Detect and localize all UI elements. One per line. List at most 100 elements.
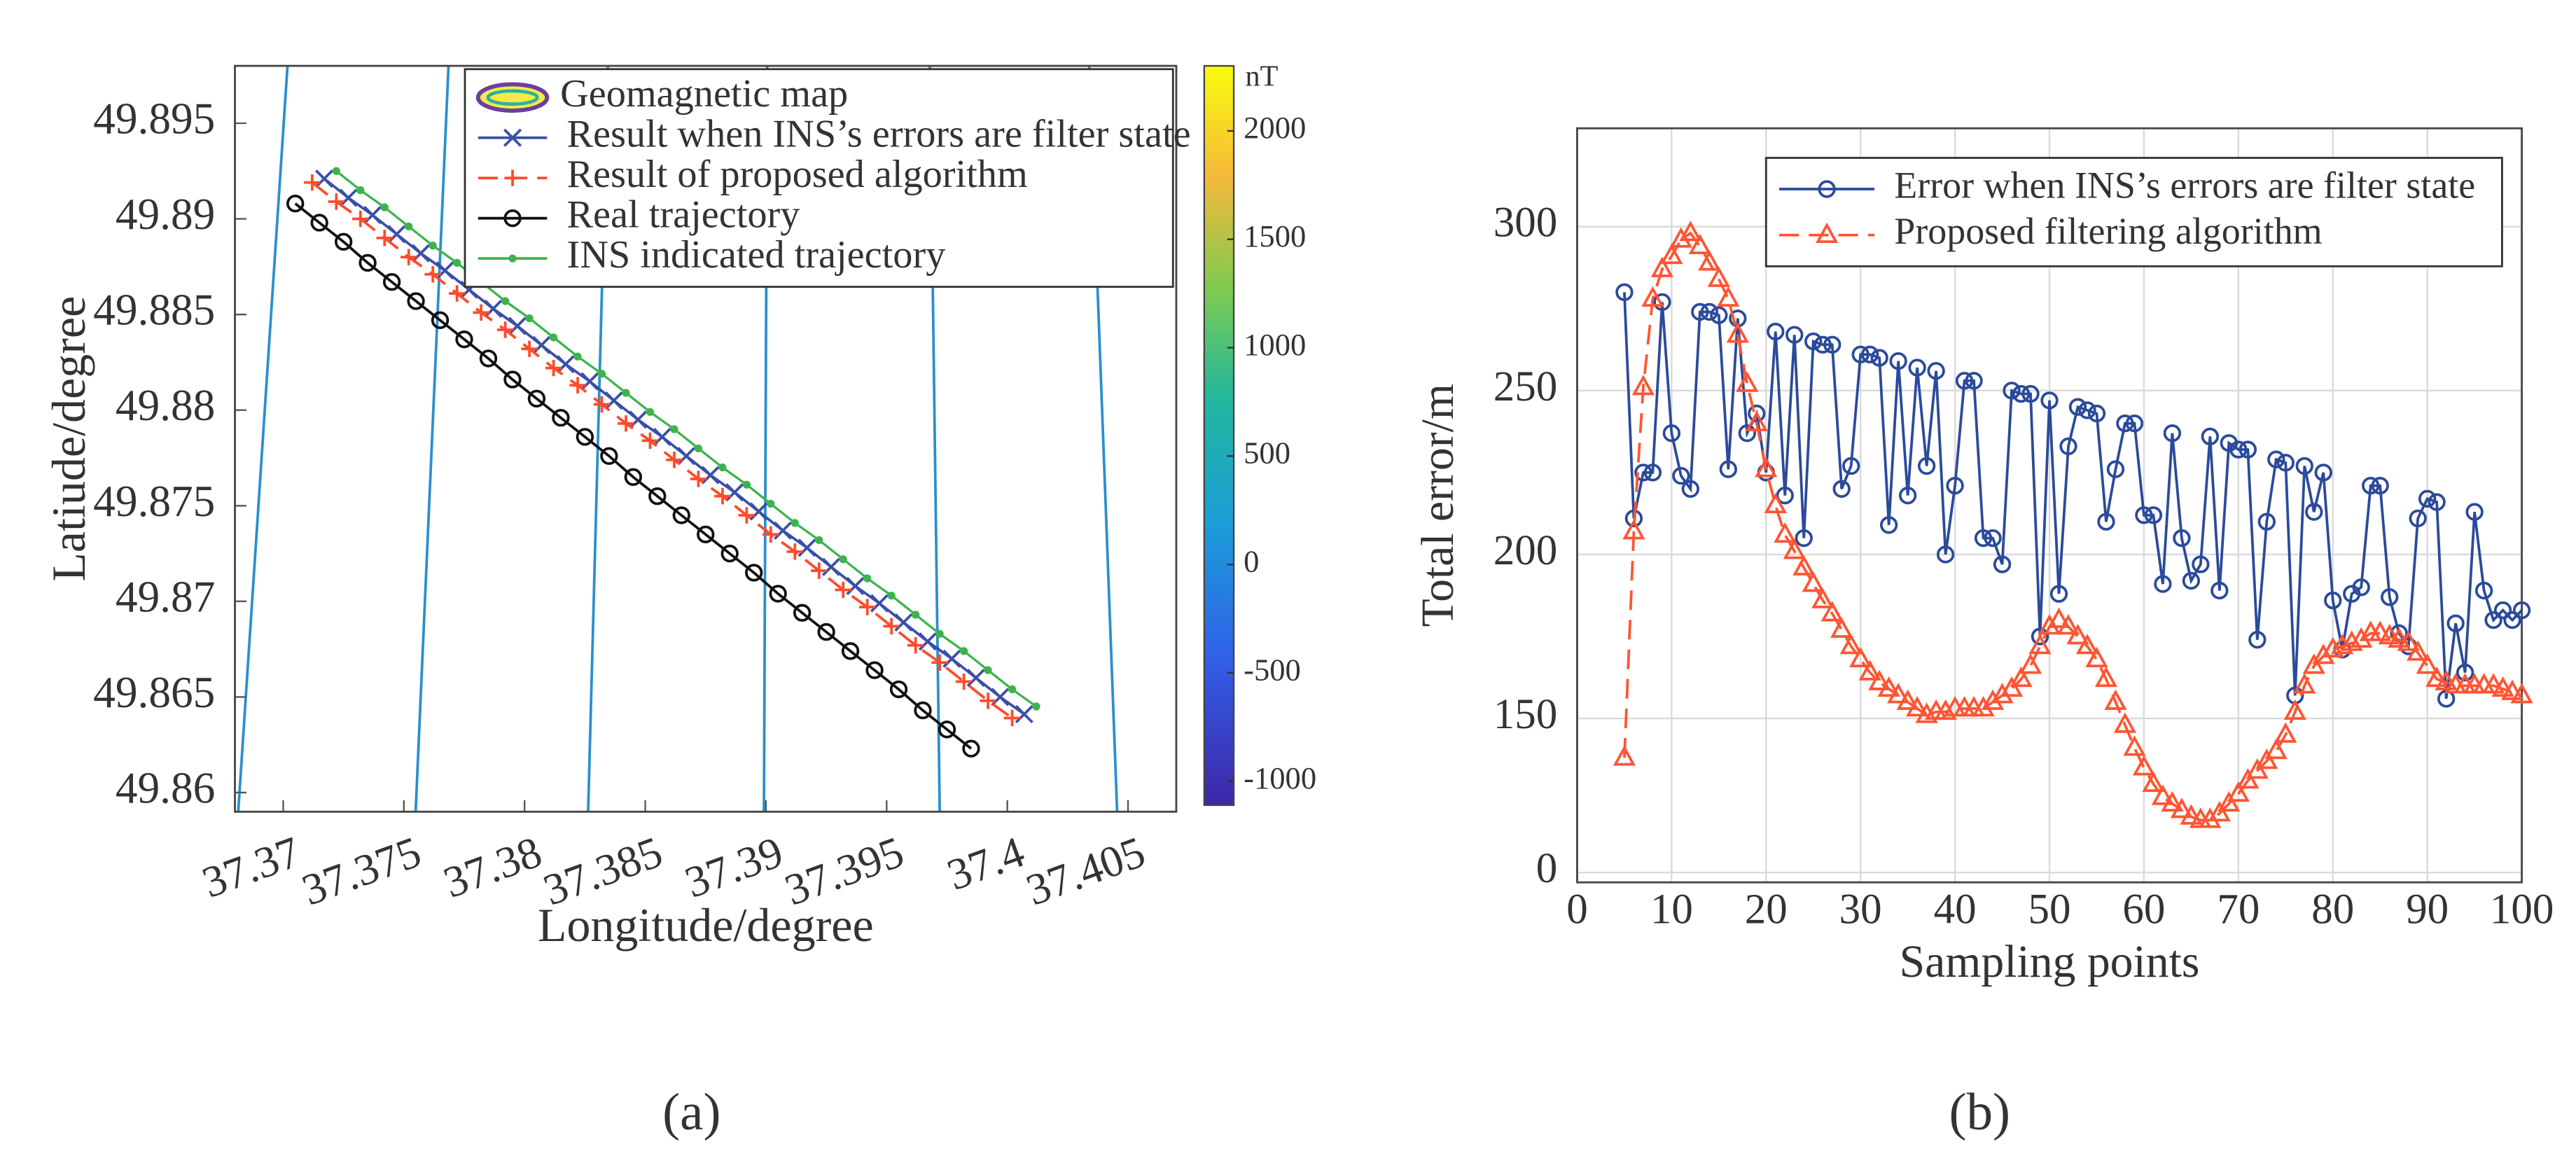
marker	[2227, 781, 2250, 802]
marker	[984, 666, 992, 674]
colorbar-tick-label: -1000	[1244, 760, 1316, 795]
y-axis-label: Latiude/degree	[42, 296, 95, 582]
marker	[2503, 611, 2521, 629]
marker	[653, 427, 671, 447]
y-tick-label: 49.895	[93, 95, 215, 144]
marker	[1774, 522, 1797, 543]
marker	[980, 692, 996, 709]
marker	[2173, 529, 2191, 548]
colorbar-label: nT	[1245, 60, 1278, 93]
marker	[503, 370, 522, 389]
marker	[2352, 578, 2370, 597]
marker	[907, 636, 924, 654]
marker	[1776, 486, 1794, 505]
marker	[2435, 669, 2458, 690]
marker	[2264, 738, 2288, 760]
caption: (b)	[1949, 1083, 2011, 1141]
marker	[1669, 227, 1692, 248]
y-axis-label: Total error/m	[1412, 384, 1463, 627]
marker	[817, 622, 835, 641]
marker	[1736, 371, 1759, 392]
marker	[622, 389, 630, 397]
marker	[887, 592, 896, 600]
marker	[2229, 440, 2248, 459]
marker	[532, 335, 551, 354]
marker	[356, 186, 365, 195]
marker	[573, 352, 582, 361]
marker	[2324, 591, 2342, 610]
marker	[1641, 286, 1664, 307]
marker	[2021, 384, 2040, 403]
marker	[738, 507, 756, 524]
marker	[473, 304, 489, 321]
y-tick-label: 200	[1494, 527, 1558, 574]
marker	[2283, 699, 2306, 720]
marker	[991, 688, 1010, 706]
marker	[504, 169, 521, 186]
marker	[429, 242, 437, 250]
marker	[918, 632, 937, 651]
marker	[1896, 689, 1919, 710]
marker	[725, 483, 744, 502]
marker	[508, 254, 517, 263]
y-tick-label: 250	[1494, 363, 1558, 410]
marker	[646, 408, 655, 417]
marker	[670, 425, 678, 433]
marker	[2510, 683, 2533, 704]
marker	[1624, 509, 1643, 528]
x-tick-label: 80	[2311, 886, 2354, 933]
contour	[237, 65, 289, 812]
series-line	[335, 170, 1037, 708]
marker	[1991, 683, 2014, 704]
marker	[1908, 358, 1926, 377]
marker	[2218, 791, 2241, 812]
marker	[310, 214, 328, 232]
marker	[2047, 607, 2070, 628]
marker	[912, 611, 920, 619]
marker	[2000, 676, 2024, 697]
x-tick-label: 30	[1839, 886, 1882, 933]
colorbar-tick-label: 500	[1244, 436, 1290, 471]
marker	[549, 333, 558, 342]
marker	[496, 321, 514, 338]
marker	[352, 210, 369, 228]
marker	[1898, 486, 1917, 505]
marker	[363, 206, 382, 225]
marker	[1755, 457, 1778, 478]
marker	[424, 266, 441, 283]
marker	[2059, 437, 2077, 456]
marker	[436, 261, 454, 280]
marker	[2314, 464, 2332, 482]
marker	[2295, 457, 2313, 475]
marker	[2255, 748, 2278, 769]
marker	[1839, 634, 1863, 655]
marker	[798, 538, 816, 557]
marker	[1679, 221, 1702, 242]
marker	[1726, 322, 1749, 343]
marker	[1032, 702, 1040, 711]
marker	[2381, 588, 2399, 606]
marker	[2407, 640, 2430, 661]
marker	[1889, 352, 1907, 370]
marker	[1785, 326, 1804, 344]
marker	[1698, 250, 1721, 271]
marker	[2501, 679, 2524, 700]
marker	[718, 464, 727, 472]
legend-box	[1764, 157, 2503, 267]
colorbar-tick-label: 1500	[1244, 218, 1306, 253]
marker	[2144, 506, 2163, 524]
marker	[593, 396, 611, 413]
marker	[1795, 529, 1813, 548]
marker	[376, 230, 393, 246]
marker	[2068, 398, 2087, 416]
marker	[2085, 646, 2108, 668]
marker	[400, 249, 417, 265]
marker	[453, 258, 461, 267]
marker	[334, 232, 353, 251]
y-tick-label: 49.88	[116, 381, 216, 430]
marker	[821, 557, 841, 576]
marker	[448, 285, 466, 302]
marker	[2239, 440, 2257, 459]
marker	[1802, 571, 1825, 592]
marker	[2302, 653, 2325, 674]
